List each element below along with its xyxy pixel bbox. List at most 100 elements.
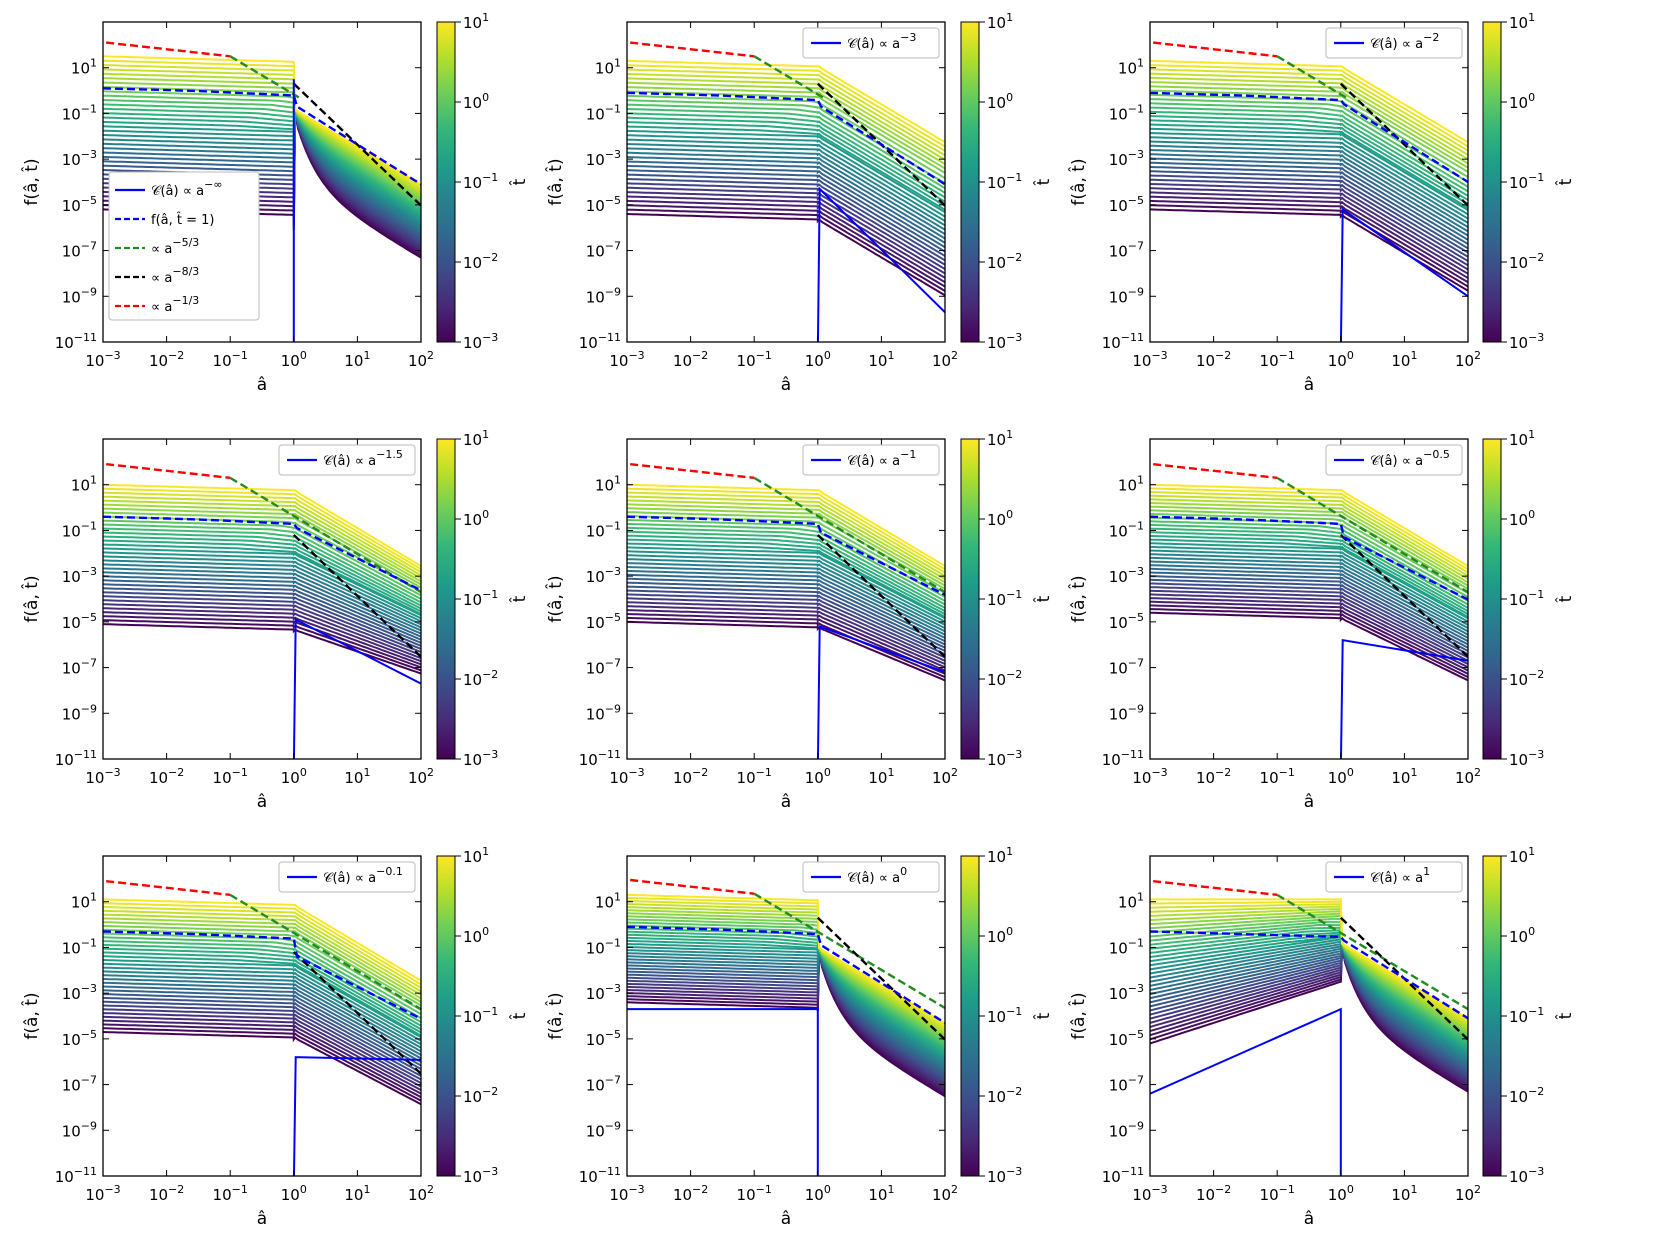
series-line <box>103 499 421 580</box>
series-line <box>103 917 421 1000</box>
colorbar-title: t̂ <box>1555 595 1576 602</box>
axes-frame <box>102 438 422 760</box>
x-axis-title: â <box>781 375 791 395</box>
f-t1-line <box>627 91 945 186</box>
x-tick-label: 102 <box>1455 766 1481 787</box>
colorbar-tick-label: 10−3 <box>463 748 498 769</box>
x-tick-label: 10−2 <box>1196 1183 1231 1204</box>
series-line <box>1150 68 1468 152</box>
series-line <box>627 569 945 639</box>
series-line <box>627 178 945 262</box>
chart-panel-7: 10−3 10−2 10−1 100 101 102 10−11 10−9 10−7 10−5 10… <box>21 845 530 1229</box>
colorbar-tick-label: 10−1 <box>1509 171 1544 192</box>
series-line <box>627 534 945 613</box>
x-tick-label: 10−3 <box>85 1183 120 1204</box>
series-line <box>1150 907 1468 1028</box>
plot-area <box>103 879 421 1176</box>
chart-panel-3: 10−3 10−2 10−1 100 101 102 10−11 10−9 10−7 10−5 10… <box>1068 11 1576 395</box>
series-line <box>103 85 421 201</box>
series-line <box>1150 905 1468 1026</box>
y-tick-label: 10−9 <box>1109 702 1144 723</box>
series-line <box>627 169 945 253</box>
series-line <box>103 943 421 1027</box>
series-line <box>1150 81 1468 165</box>
x-tick-label: 10−3 <box>609 349 644 370</box>
x-tick-label: 100 <box>281 766 307 787</box>
series-line <box>1150 110 1468 197</box>
series-line <box>1150 505 1468 587</box>
series-line <box>103 619 421 672</box>
plot-area <box>627 41 945 342</box>
series-line <box>627 550 945 623</box>
legend-box <box>108 171 260 321</box>
series-line <box>103 993 421 1070</box>
series-line <box>103 110 421 217</box>
y-axis-title: f(â, t̂) <box>1068 158 1089 205</box>
series-line <box>103 535 421 610</box>
series-line <box>627 950 945 1071</box>
legend-label: 𝒞(â) ∝ a0 <box>847 865 907 886</box>
y-tick-label: 10−7 <box>1109 240 1144 261</box>
series-line <box>103 523 421 600</box>
plot-area <box>1150 879 1468 1176</box>
series-line <box>103 563 421 629</box>
ref-line-8-3 <box>816 534 945 658</box>
ref-line-1-3 <box>1153 41 1278 58</box>
axes-frame <box>626 438 946 760</box>
series-line <box>103 531 421 607</box>
series-line <box>627 108 945 194</box>
plot-area <box>1150 41 1468 342</box>
series-line <box>627 558 945 630</box>
series-line <box>103 555 421 623</box>
series-line <box>627 103 945 190</box>
colorbar-tick-label: 10−1 <box>463 171 498 192</box>
series-line <box>1150 946 1468 1085</box>
series-line <box>103 947 421 1031</box>
series-line <box>1150 567 1468 643</box>
series-line <box>1150 106 1468 193</box>
axes-frame <box>102 855 422 1177</box>
x-tick-label: 101 <box>344 349 370 370</box>
y-tick-label: 10−3 <box>586 565 621 586</box>
series-line <box>1150 85 1468 169</box>
series-line <box>1150 98 1468 183</box>
series-line <box>627 160 945 244</box>
x-tick-label: 101 <box>344 1183 370 1204</box>
series-line <box>103 985 421 1063</box>
series-line <box>627 951 945 1087</box>
series-line <box>627 147 945 231</box>
colorbar-tick-label: 101 <box>1509 845 1535 866</box>
series-line <box>1150 942 1468 1060</box>
series-line <box>1150 494 1468 577</box>
colorbar-tick-label: 100 <box>1509 925 1535 946</box>
colorbar-tick-label: 101 <box>1509 428 1535 449</box>
series-line <box>1150 157 1468 241</box>
series-line <box>627 64 945 148</box>
f-t1-line <box>627 515 945 596</box>
series-line <box>103 587 421 647</box>
ref-line-1-3 <box>106 462 231 480</box>
colorbar-tick-label: 100 <box>463 925 489 946</box>
series-line <box>627 949 945 1066</box>
series-line <box>103 996 421 1074</box>
plot-area <box>1150 462 1468 759</box>
x-tick-label: 10−3 <box>1132 349 1167 370</box>
x-tick-label: 100 <box>805 766 831 787</box>
series-line <box>103 68 421 192</box>
series-line <box>103 607 421 663</box>
series-line <box>1150 199 1468 284</box>
series-line <box>1150 64 1468 148</box>
x-axis-title: â <box>1304 375 1314 395</box>
c-curve-line <box>816 186 945 342</box>
series-line <box>103 970 421 1049</box>
series-line <box>1150 166 1468 250</box>
legend-label: ∝ a−5/3 <box>151 236 199 257</box>
series-line <box>1150 943 1468 1062</box>
colorbar-tick-label: 10−2 <box>463 1085 498 1106</box>
series-line <box>627 554 945 626</box>
series-line <box>627 951 945 1093</box>
colorbar-tick-label: 10−2 <box>987 668 1022 689</box>
series-line <box>1150 161 1468 245</box>
x-tick-label: 100 <box>281 349 307 370</box>
